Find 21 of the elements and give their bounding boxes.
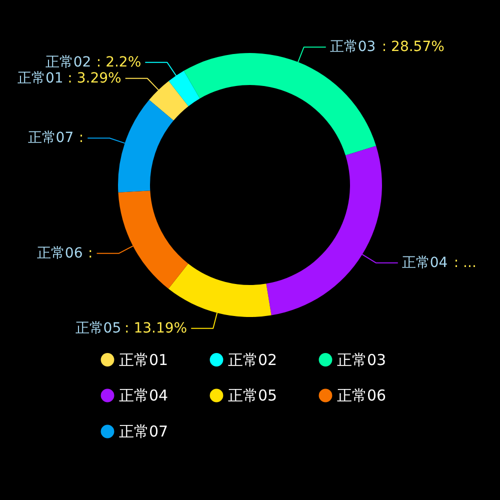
- legend-label: 正常06: [337, 386, 386, 404]
- legend-label: 正常07: [119, 422, 168, 440]
- legend-label: 正常04: [119, 386, 168, 404]
- slice-label: 正常03: [330, 39, 376, 56]
- data-label: : ...: [454, 254, 476, 271]
- slice-label: 正常07: [28, 130, 74, 146]
- legend-label: 正常03: [337, 350, 386, 369]
- slice-label: 正常02: [45, 54, 92, 70]
- slice-label: 正常06: [36, 245, 83, 262]
- data-label: : 3.29%: [68, 70, 122, 86]
- data-label: :: [88, 245, 93, 262]
- slice-label: 正常05: [75, 320, 122, 336]
- slice-label: 正常01: [18, 70, 64, 86]
- legend-label: 正常01: [119, 350, 168, 369]
- data-label: : 28.57%: [382, 39, 444, 56]
- legend-label: 正常02: [228, 350, 278, 369]
- data-label: :: [78, 130, 84, 146]
- legend-label: 正常05: [228, 386, 278, 404]
- slice-label: 正常04: [402, 254, 448, 271]
- data-label: : 13.19%: [124, 320, 188, 336]
- data-label: : 2.2%: [96, 54, 142, 70]
